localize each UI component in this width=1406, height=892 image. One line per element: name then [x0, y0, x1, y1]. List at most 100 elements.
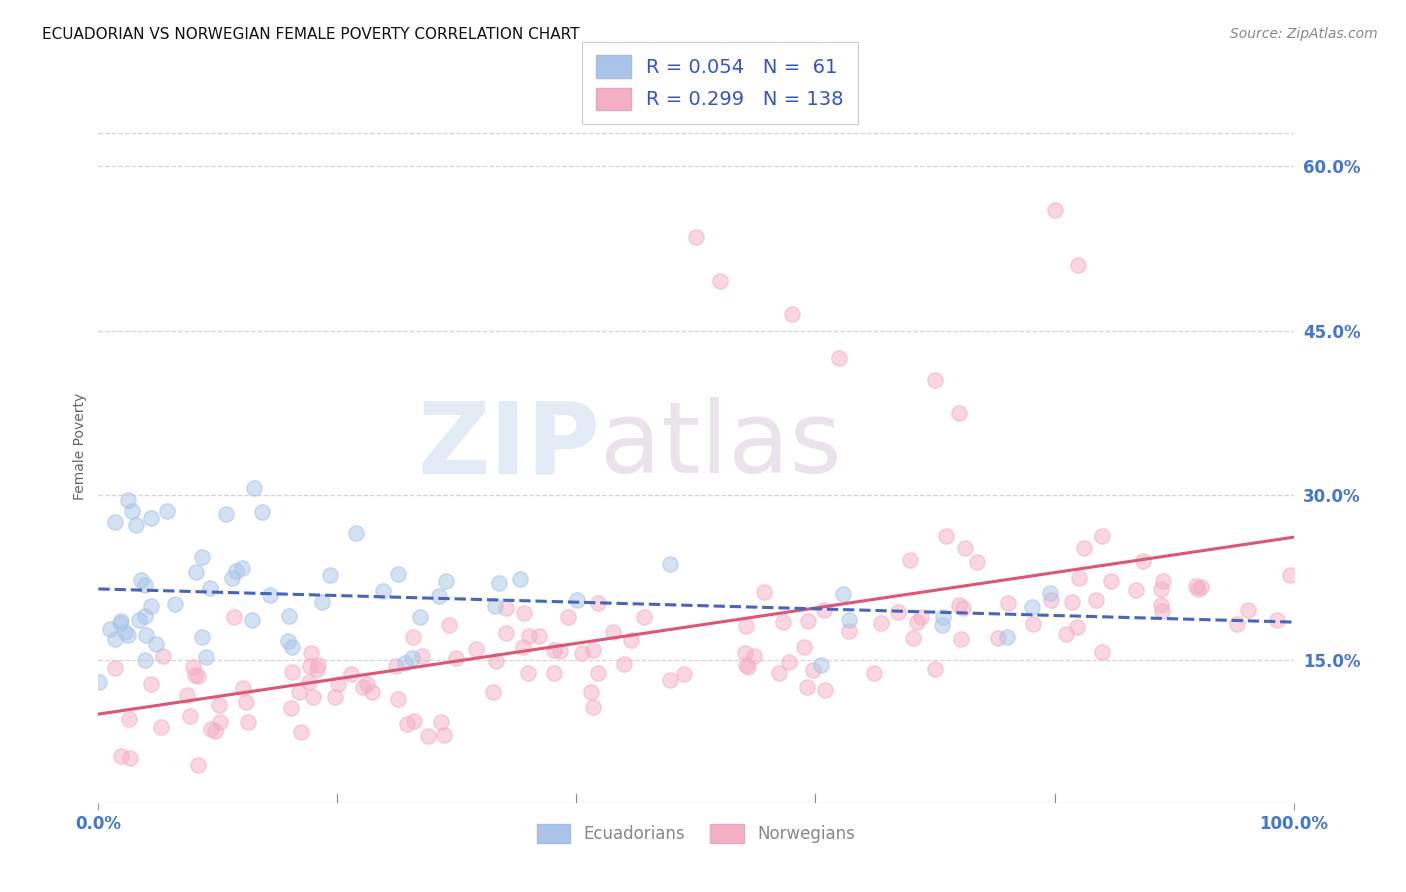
Point [586, 665, 609, 680]
Text: ZIP: ZIP [418, 398, 600, 494]
Point [1099, 574, 1122, 589]
Point [184, 565, 207, 579]
Point [734, 646, 756, 660]
Point [221, 571, 243, 585]
Point [232, 681, 254, 695]
Point [814, 682, 837, 697]
Point [485, 654, 508, 668]
Point [129, 573, 152, 587]
Point [673, 666, 696, 681]
Point [1187, 582, 1209, 596]
Point [952, 601, 974, 615]
Point [768, 666, 790, 681]
Point [298, 675, 321, 690]
Point [862, 666, 884, 681]
Point [910, 610, 932, 624]
Point [429, 714, 451, 729]
Point [924, 662, 946, 676]
Point [104, 515, 127, 529]
Point [1073, 541, 1095, 555]
Point [685, 230, 707, 244]
Point [191, 631, 214, 645]
Point [517, 629, 540, 643]
Point [924, 373, 946, 387]
Point [277, 634, 299, 648]
Point [886, 605, 908, 619]
Point [796, 680, 818, 694]
Point [394, 656, 416, 670]
Point [737, 660, 759, 674]
Point [1067, 258, 1090, 272]
Point [464, 641, 486, 656]
Point [810, 657, 832, 672]
Point [565, 593, 588, 607]
Point [179, 709, 201, 723]
Point [384, 658, 406, 673]
Point [948, 598, 970, 612]
Point [1069, 571, 1091, 585]
Point [571, 646, 593, 660]
Point [165, 597, 187, 611]
Point [1091, 645, 1114, 659]
Point [901, 632, 924, 646]
Point [156, 504, 179, 518]
Point [1125, 582, 1147, 597]
Point [950, 632, 973, 646]
Point [110, 615, 132, 629]
Point [311, 595, 333, 609]
Point [416, 729, 439, 743]
Point [141, 599, 163, 613]
Point [780, 307, 803, 321]
Point [250, 505, 273, 519]
Point [1091, 528, 1114, 542]
Point [150, 720, 173, 734]
Point [236, 714, 259, 729]
Point [1150, 598, 1173, 612]
Point [200, 581, 222, 595]
Point [323, 690, 346, 704]
Point [1066, 620, 1088, 634]
Point [828, 351, 851, 366]
Point [319, 568, 342, 582]
Point [931, 610, 953, 624]
Point [709, 274, 731, 288]
Point [360, 684, 382, 698]
Point [1054, 626, 1077, 640]
Point [141, 676, 163, 690]
Point [204, 724, 226, 739]
Point [110, 749, 132, 764]
Point [495, 626, 517, 640]
Point [582, 642, 605, 657]
Point [280, 700, 302, 714]
Point [1132, 554, 1154, 568]
Point [550, 643, 572, 657]
Point [117, 492, 139, 507]
Point [135, 627, 157, 641]
Point [89, 675, 111, 690]
Point [373, 583, 395, 598]
Point [482, 685, 505, 699]
Point [987, 631, 1010, 645]
Point [120, 751, 142, 765]
Point [752, 584, 775, 599]
Point [281, 665, 304, 679]
Point [935, 529, 957, 543]
Point [288, 684, 311, 698]
Point [509, 572, 531, 586]
Point [734, 619, 756, 633]
Point [512, 640, 534, 654]
Point [586, 596, 609, 610]
Point [176, 688, 198, 702]
Point [495, 600, 517, 615]
Point [931, 617, 953, 632]
Point [108, 616, 131, 631]
Point [955, 541, 977, 555]
Point [104, 660, 127, 674]
Point [579, 685, 602, 699]
Point [557, 610, 579, 624]
Point [134, 653, 156, 667]
Point [208, 698, 231, 712]
Point [1279, 568, 1302, 582]
Point [194, 650, 217, 665]
Point [346, 526, 368, 541]
